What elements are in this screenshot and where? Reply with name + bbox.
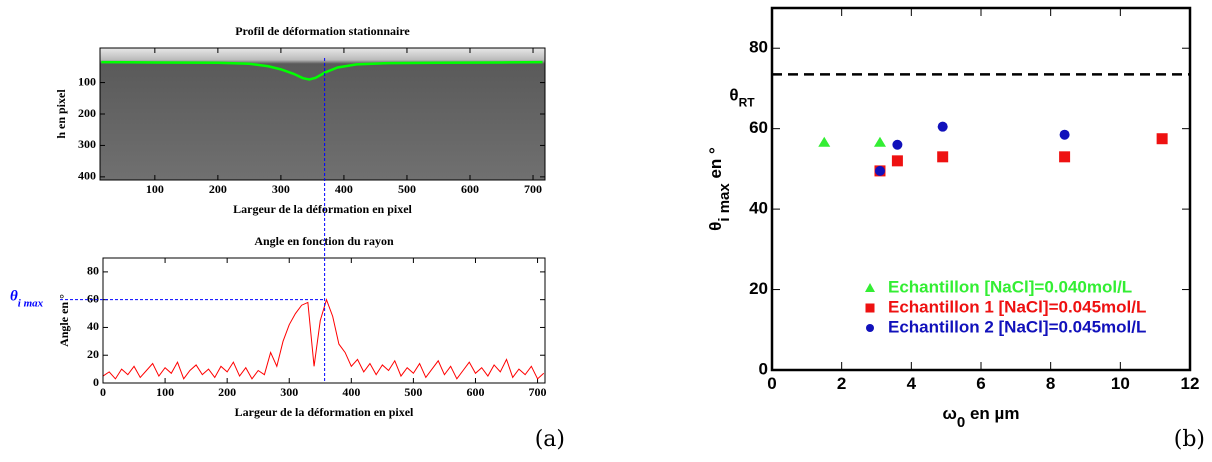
chart-title: Profil de déformation stationnaire <box>235 24 410 38</box>
legend-marker <box>866 324 874 332</box>
marker <box>818 136 831 147</box>
y-tick-label: 0 <box>759 359 768 378</box>
x-tick-label: 100 <box>156 385 174 399</box>
y-tick-label: 20 <box>87 347 99 361</box>
x-tick-label: 300 <box>272 182 290 196</box>
marker <box>892 139 903 150</box>
marker <box>873 136 886 147</box>
legend-entry: Echantillon 2 [NaCl]=0.045mol/L <box>888 317 1146 336</box>
marker <box>1059 129 1070 140</box>
x-tick-label: 500 <box>404 385 422 399</box>
annotation-label-part: i max <box>18 297 44 309</box>
x-tick-label: 400 <box>342 385 360 399</box>
legend-marker <box>865 303 875 313</box>
annotation-label-part: θ <box>10 289 18 305</box>
y-tick-label: 400 <box>78 169 96 183</box>
x-axis-label-part: ω <box>943 404 957 423</box>
y-tick-label: 80 <box>749 38 768 57</box>
image-background <box>100 48 545 180</box>
x-tick-label: 700 <box>524 182 542 196</box>
x-tick-label: 400 <box>335 182 353 196</box>
reference-label: θRT <box>729 86 755 110</box>
x-tick-label: 6 <box>976 374 985 393</box>
x-tick-label: 10 <box>1111 374 1130 393</box>
x-tick-label: 2 <box>837 374 846 393</box>
x-axis-label-part: en µm <box>965 404 1019 423</box>
x-tick-label: 4 <box>907 374 917 393</box>
marker <box>1059 151 1071 163</box>
axes-frame <box>102 257 546 384</box>
y-tick-label: 60 <box>749 118 768 137</box>
y-tick-label: 100 <box>78 74 96 88</box>
panel-label: (a) <box>535 427 565 452</box>
x-tick-label: 8 <box>1046 374 1055 393</box>
legend-entry: Echantillon 1 [NaCl]=0.045mol/L <box>888 297 1146 316</box>
y-axis-label-part: i max <box>716 183 733 222</box>
x-tick-label: 0 <box>767 374 776 393</box>
y-tick-label: 80 <box>87 264 99 278</box>
legend-entry: Echantillon [NaCl]=0.040mol/L <box>888 277 1132 296</box>
x-axis-label-part: 0 <box>957 414 965 431</box>
x-tick-label: 700 <box>529 385 547 399</box>
marker <box>937 121 948 132</box>
x-tick-label: 100 <box>146 182 164 196</box>
x-axis-label: Largeur de la déformation en pixel <box>235 405 414 419</box>
y-tick-label: 200 <box>78 106 96 120</box>
y-axis-label: Angle en ° <box>57 294 71 347</box>
reference-label-part: θ <box>729 86 738 105</box>
axes-frame <box>99 47 546 181</box>
annotation-label: θi max <box>10 289 44 309</box>
y-tick-label: 40 <box>87 319 99 333</box>
axes-frame <box>770 6 1192 372</box>
y-tick-label: 20 <box>749 279 768 298</box>
data-line <box>102 298 545 380</box>
y-axis-label-part: θ <box>706 222 725 231</box>
panel-a: 100 200 300 400 500 600 700100200300400Profil … <box>54 24 565 452</box>
x-axis-label: Largeur de la déformation en pixel <box>233 202 412 216</box>
x-tick-label: 12 <box>1181 374 1200 393</box>
x-tick-label: 300 <box>280 385 298 399</box>
y-tick-label: 60 <box>87 291 99 305</box>
marker <box>874 165 885 176</box>
x-tick-label: 600 <box>466 385 484 399</box>
x-tick-label: 0 <box>100 385 106 399</box>
x-tick-label: 600 <box>461 182 479 196</box>
x-tick-label: 200 <box>209 182 227 196</box>
y-tick-label: 300 <box>78 137 96 151</box>
y-tick-label: 40 <box>749 199 768 218</box>
data-line <box>101 60 543 81</box>
x-tick-label: 500 <box>398 182 416 196</box>
marker <box>937 151 949 163</box>
y-axis-label: θi max en ° <box>706 147 733 231</box>
panel-label: (b) <box>1174 427 1205 452</box>
x-tick-label: 200 <box>218 385 236 399</box>
reference-label-part: RT <box>739 96 756 110</box>
y-axis-label-part: en ° <box>706 147 725 183</box>
x-axis-label: ω0 en µm <box>943 404 1020 431</box>
y-axis-label: h en pixel <box>54 89 68 139</box>
y-tick-label: 0 <box>93 375 99 389</box>
marker <box>891 155 903 167</box>
marker <box>1156 133 1168 145</box>
legend-marker <box>865 283 875 292</box>
